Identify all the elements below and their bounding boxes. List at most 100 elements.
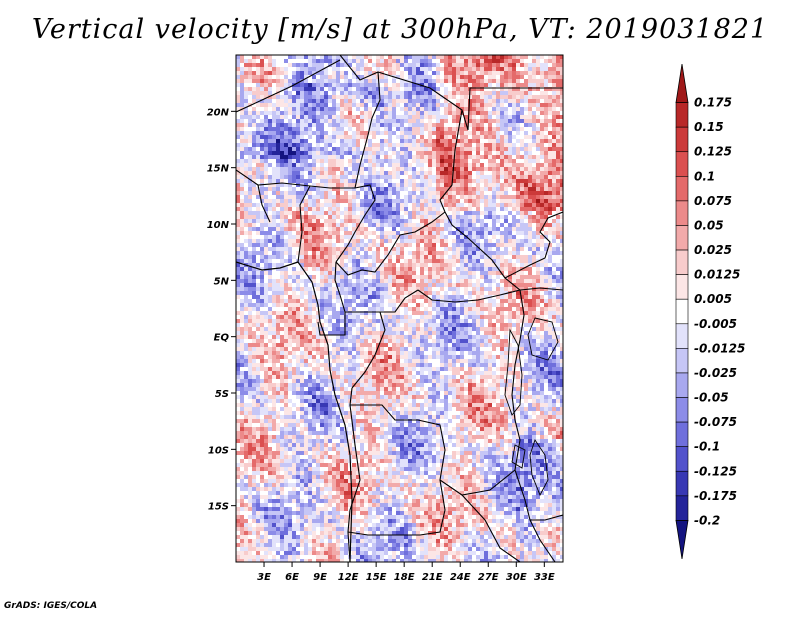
field-cell (456, 55, 460, 59)
field-cell (236, 75, 240, 79)
field-cell (292, 147, 296, 151)
field-cell (488, 203, 492, 207)
field-cell (272, 55, 276, 59)
field-cell (504, 107, 508, 111)
field-cell (544, 91, 548, 95)
field-cell (236, 87, 240, 91)
field-cell (520, 147, 524, 151)
field-cell (328, 295, 332, 299)
field-cell (456, 275, 460, 279)
field-cell (532, 107, 536, 111)
field-cell (284, 259, 288, 263)
field-cell (464, 95, 468, 99)
field-cell (444, 127, 448, 131)
field-cell (272, 135, 276, 139)
field-cell (320, 203, 324, 207)
field-cell (240, 71, 244, 75)
field-cell (292, 67, 296, 71)
field-cell (376, 283, 380, 287)
field-cell (356, 155, 360, 159)
field-cell (528, 211, 532, 215)
field-cell (280, 123, 284, 127)
field-cell (532, 259, 536, 263)
field-cell (408, 55, 412, 59)
field-cell (384, 187, 388, 191)
field-cell (236, 231, 240, 235)
field-cell (544, 207, 548, 211)
field-cell (496, 91, 500, 95)
field-cell (460, 115, 464, 119)
field-cell (408, 171, 412, 175)
field-cell (412, 119, 416, 123)
field-cell (284, 59, 288, 63)
field-cell (448, 155, 452, 159)
field-cell (344, 123, 348, 127)
field-cell (484, 83, 488, 87)
field-cell (280, 215, 284, 219)
field-cell (476, 59, 480, 63)
field-cell (560, 231, 563, 235)
field-cell (500, 283, 504, 287)
field-cell (444, 223, 448, 227)
field-cell (496, 95, 500, 99)
field-cell (556, 55, 560, 59)
field-cell (536, 171, 540, 175)
field-cell (460, 219, 464, 223)
field-cell (560, 79, 563, 83)
field-cell (500, 199, 504, 203)
field-cell (388, 55, 392, 59)
field-cell (336, 71, 340, 75)
field-cell (452, 139, 456, 143)
field-cell (328, 171, 332, 175)
field-cell (276, 143, 280, 147)
field-cell (504, 143, 508, 147)
field-cell (476, 175, 480, 179)
field-cell (468, 63, 472, 67)
field-cell (468, 107, 472, 111)
field-cell (260, 59, 264, 63)
field-cell (308, 263, 312, 267)
field-cell (416, 243, 420, 247)
field-cell (460, 163, 464, 167)
field-cell (284, 175, 288, 179)
field-cell (248, 127, 252, 131)
field-cell (468, 275, 472, 279)
field-cell (236, 159, 240, 163)
field-cell (380, 291, 384, 295)
field-cell (424, 111, 428, 115)
field-cell (328, 67, 332, 71)
field-cell (288, 163, 292, 167)
field-cell (392, 275, 396, 279)
field-cell (456, 187, 460, 191)
field-cell (452, 127, 456, 131)
field-cell (264, 227, 268, 231)
field-cell (512, 79, 516, 83)
field-cell (480, 59, 484, 63)
field-cell (356, 91, 360, 95)
field-cell (488, 167, 492, 171)
field-cell (272, 139, 276, 143)
field-cell (468, 263, 472, 267)
field-cell (464, 59, 468, 63)
field-cell (256, 139, 260, 143)
field-cell (508, 87, 512, 91)
field-cell (464, 215, 468, 219)
field-cell (320, 275, 324, 279)
field-cell (296, 255, 300, 259)
field-cell (452, 167, 456, 171)
field-cell (516, 111, 520, 115)
field-cell (480, 263, 484, 267)
field-cell (360, 151, 364, 155)
field-cell (260, 147, 264, 151)
field-cell (448, 175, 452, 179)
field-cell (456, 119, 460, 123)
field-cell (472, 219, 476, 223)
field-cell (488, 119, 492, 123)
field-cell (556, 111, 560, 115)
field-cell (328, 271, 332, 275)
field-cell (404, 243, 408, 247)
field-cell (300, 259, 304, 263)
field-cell (300, 147, 304, 151)
field-cell (328, 279, 332, 283)
field-cell (424, 107, 428, 111)
